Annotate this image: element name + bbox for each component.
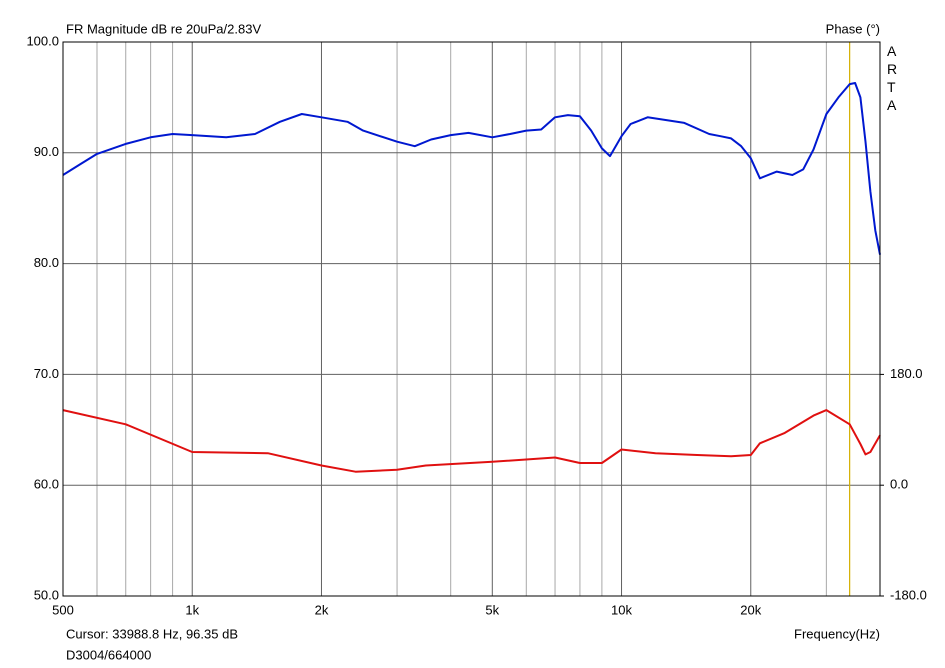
y-tick-label: 90.0 [34, 144, 59, 159]
y-tick-label: 70.0 [34, 366, 59, 381]
x-tick-label: 2k [315, 602, 329, 617]
y2-tick-label: -180.0 [890, 587, 927, 602]
x-tick-label: 20k [740, 602, 761, 617]
x-tick-label: 5k [485, 602, 499, 617]
chart-title: FR Magnitude dB re 20uPa/2.83V [66, 21, 261, 36]
footer: D3004/664000 [66, 647, 151, 662]
x-tick-label: 10k [611, 602, 632, 617]
y-tick-label: 50.0 [34, 587, 59, 602]
watermark: ARTA [887, 43, 898, 113]
x-axis-label: Frequency(Hz) [794, 626, 880, 641]
cursor-readout: Cursor: 33988.8 Hz, 96.35 dB [66, 626, 238, 641]
x-tick-label: 500 [52, 602, 74, 617]
plot-frame [62, 41, 881, 597]
x-tick-label: 1k [185, 602, 199, 617]
y-tick-label: 100.0 [26, 33, 59, 48]
y2-title: Phase (°) [826, 21, 880, 36]
y2-tick-label: 0.0 [890, 477, 908, 492]
y-tick-label: 60.0 [34, 477, 59, 492]
y2-tick-label: 180.0 [890, 366, 923, 381]
series-line [62, 409, 881, 473]
series-line [62, 82, 881, 255]
y-tick-label: 80.0 [34, 255, 59, 270]
